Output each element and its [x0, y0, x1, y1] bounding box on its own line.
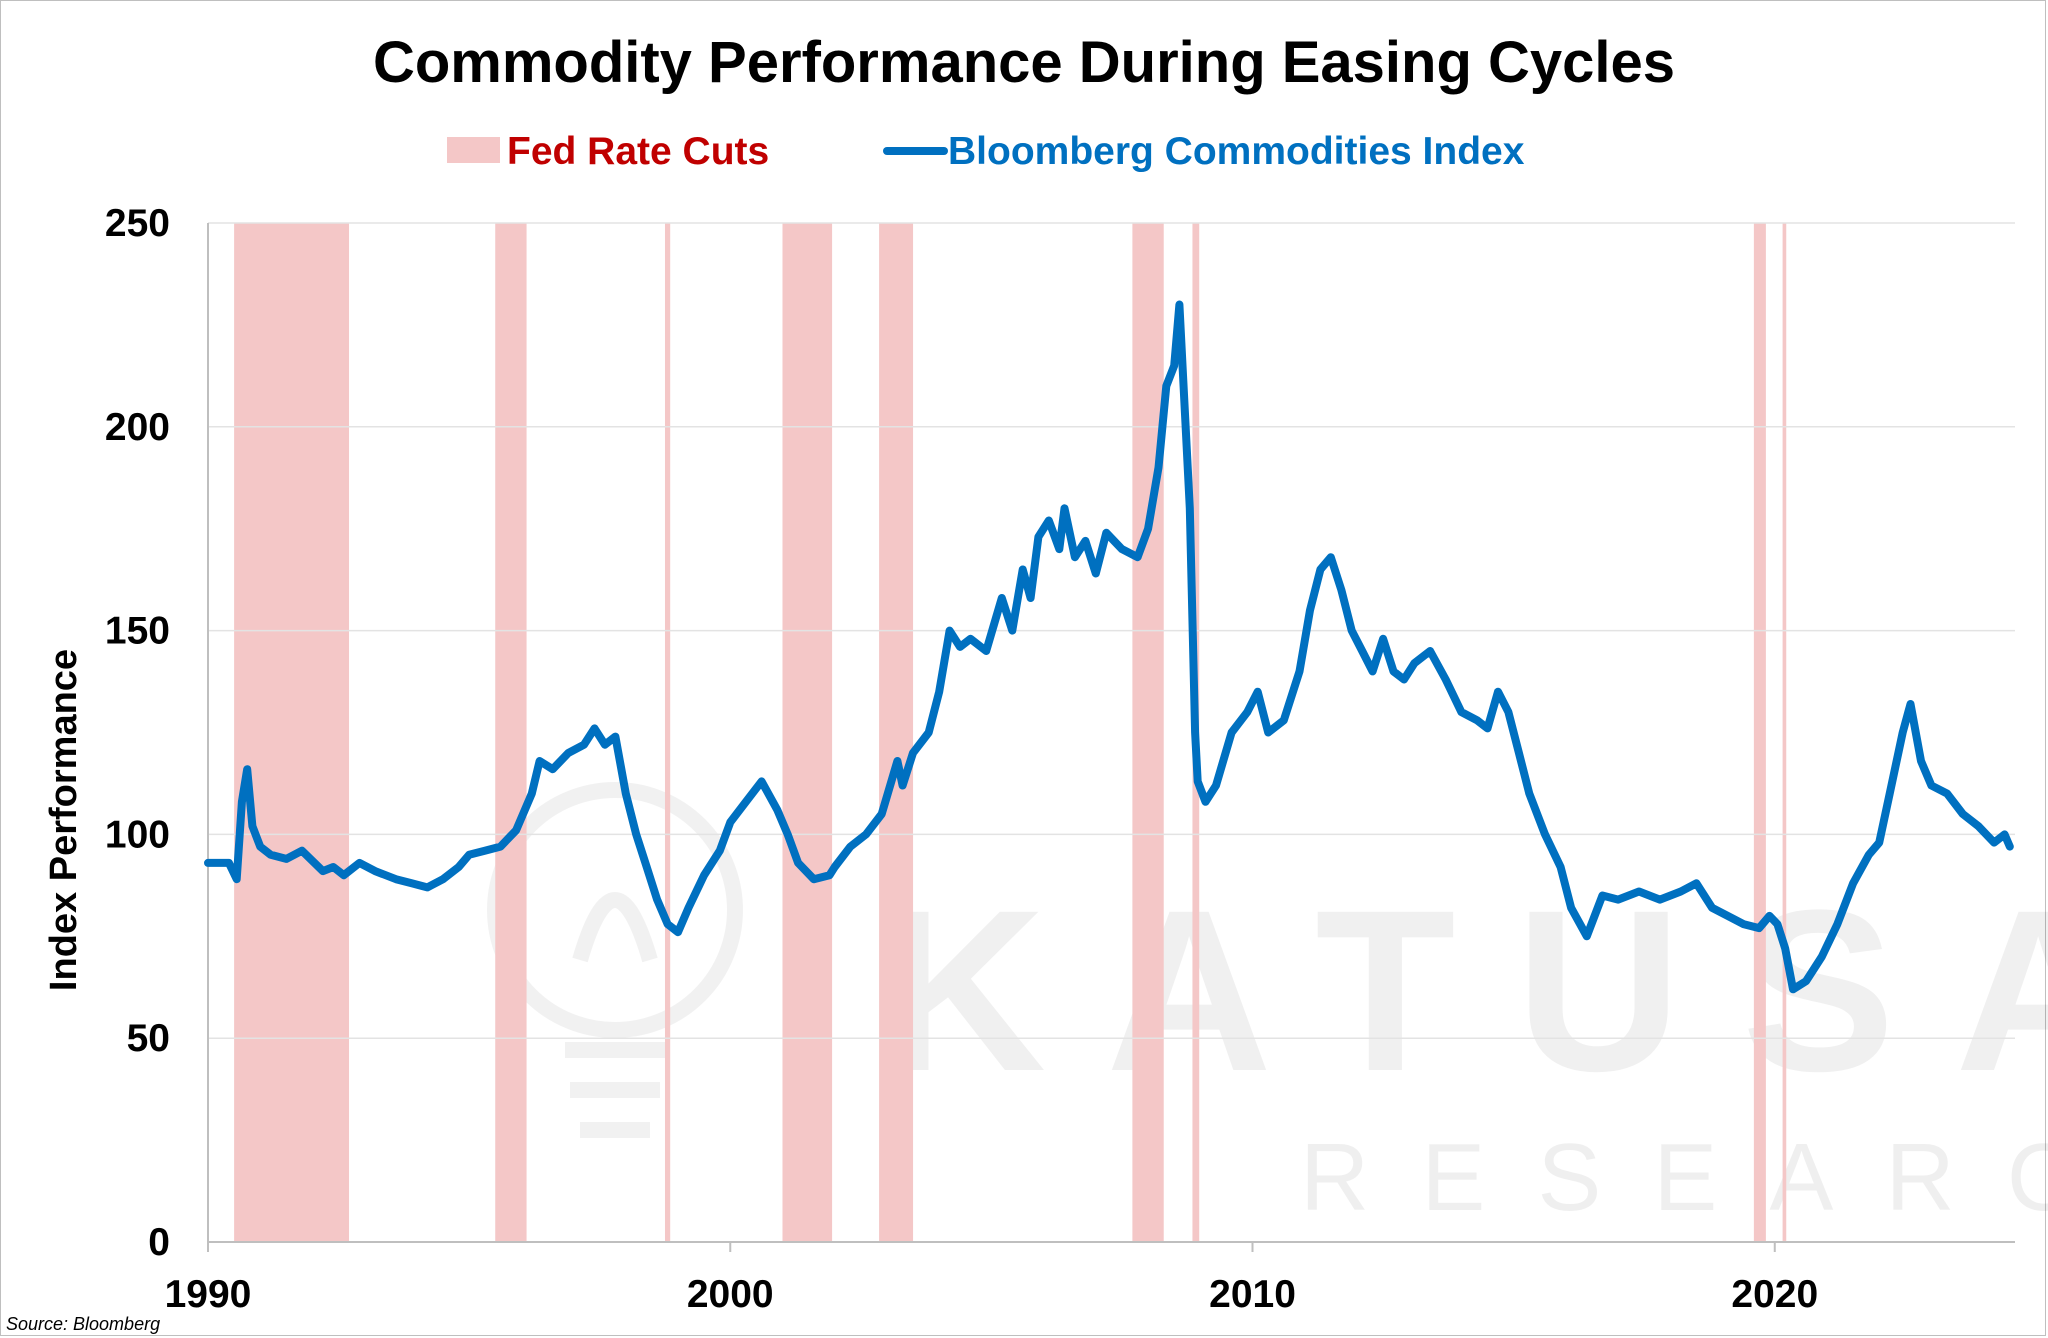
y-tick-labels: 0 50 100 150 200 250: [105, 202, 170, 1264]
y-tick-label-200: 200: [105, 406, 170, 449]
rate-cut-bands: [234, 223, 1787, 1242]
rate-cut-band-4: [782, 223, 833, 1242]
y-tick-label-150: 150: [105, 610, 170, 653]
x-tick-label-2010: 2010: [1209, 1273, 1296, 1316]
rate-cut-band-9: [1782, 223, 1787, 1242]
series-line-bloomberg-commodities-index: [204, 300, 2014, 994]
watermark-main-text: KATUSA: [880, 862, 2048, 1119]
y-tick-label-100: 100: [105, 813, 170, 856]
rate-cut-band-1: [234, 223, 350, 1242]
y-tick-label-250: 250: [105, 202, 170, 245]
legend-label-fed-rate-cuts: Fed Rate Cuts: [507, 130, 769, 173]
rate-cut-band-5: [879, 223, 914, 1242]
source-note: Source: Bloomberg: [6, 1314, 160, 1334]
chart-title: Commodity Performance During Easing Cycl…: [373, 30, 1675, 95]
x-tick-label-2020: 2020: [1731, 1273, 1818, 1316]
rate-cut-band-6: [1132, 223, 1164, 1242]
y-axis-label: Index Performance: [43, 649, 85, 991]
lightbulb-logo-icon: [487, 782, 743, 1138]
x-tick-label-1990: 1990: [165, 1273, 252, 1316]
watermark: KATUSA RESEARCH: [487, 782, 2048, 1231]
legend-label-commodities-index: Bloomberg Commodities Index: [948, 130, 1525, 173]
y-tick-label-50: 50: [127, 1017, 170, 1060]
watermark-sub-text: RESEARCH: [1300, 1124, 2048, 1231]
axes: [207, 223, 2015, 1243]
legend: Fed Rate Cuts Bloomberg Commodities Inde…: [447, 130, 1525, 173]
rate-cut-band-8: [1753, 223, 1766, 1242]
x-tick-label-2000: 2000: [687, 1273, 774, 1316]
y-tick-label-0: 0: [148, 1221, 170, 1264]
rate-cut-band-2: [495, 223, 527, 1242]
x-tick-labels: 1990 2000 2010 2020: [165, 1242, 1818, 1316]
legend-swatch-fed-rate-cuts: [447, 137, 500, 163]
rate-cut-band-3: [664, 223, 671, 1242]
